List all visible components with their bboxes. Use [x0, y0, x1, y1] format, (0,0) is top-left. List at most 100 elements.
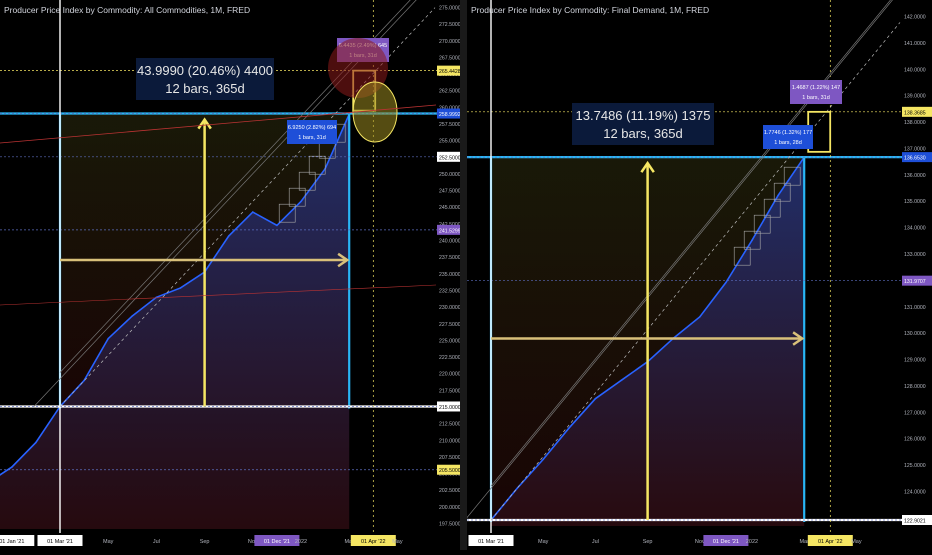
- price-tick-label: 212.5000: [439, 422, 461, 428]
- trend-line-red: [0, 104, 437, 144]
- data-point: [131, 315, 134, 317]
- small-measure-label-line2: 1 bars, 28d: [774, 140, 802, 146]
- price-tick-label: 245.0000: [439, 205, 461, 211]
- time-badge-bg: [350, 535, 396, 546]
- data-point: [568, 426, 571, 429]
- time-badge-bg: [468, 535, 514, 546]
- price-badge-bg: [437, 65, 460, 76]
- price-tick-label: 128.0000: [904, 384, 926, 390]
- left-chart: 43.9990 (20.46%) 4400 12 bars, 365d 6.9250…: [0, 0, 461, 550]
- price-tick-label: 133.0000: [904, 252, 926, 258]
- data-point: [179, 287, 182, 289]
- price-tick-label: 126.0000: [904, 437, 926, 443]
- time-tick-label: Nov: [695, 539, 705, 545]
- price-tick-label: 140.0000: [904, 67, 926, 73]
- right-overlays: 13.7486 (11.19%) 1375 12 bars, 365d 1.7746…: [464, 0, 902, 550]
- price-tick-label: 138.0000: [904, 120, 926, 126]
- price-badge-bg: [902, 515, 932, 525]
- channel-line: [490, 22, 901, 521]
- data-point: [276, 224, 278, 227]
- left-chart-title: Producer Price Index by Commodity: All C…: [4, 5, 250, 15]
- time-tick-label: Jul: [153, 539, 160, 545]
- price-tick-label: 262.5000: [439, 89, 461, 95]
- time-badge-label: 01 Dec '21: [713, 539, 739, 545]
- measure-up-arrow-head: [640, 160, 655, 173]
- time-badge-label: 01 Jan '21: [0, 539, 24, 545]
- trend-line-red-lower: [0, 284, 437, 306]
- small-measure-label-line1: 1.7746 (1.32%) 177: [764, 130, 812, 136]
- data-point: [542, 458, 544, 461]
- price-tick-label: 197.5000: [439, 522, 461, 528]
- data-point: [725, 281, 727, 284]
- time-tick-label: Mar: [799, 539, 809, 545]
- data-point: [751, 239, 753, 242]
- right-chart-title: Producer Price Index by Commodity: Final…: [471, 5, 709, 15]
- price-tick-label: 210.0000: [439, 438, 461, 444]
- time-tick-label: May: [103, 539, 114, 545]
- time-tick-label: Sep: [200, 539, 210, 545]
- small-measure-label-line2: 1 bars, 31d: [298, 135, 326, 141]
- small-measure-label-bg: [763, 125, 813, 149]
- measure-label-bg: [136, 58, 274, 100]
- left-time-axis: 01 Jan '21 01 Mar '21 May Jul Sep Nov 01 Dec '…: [0, 533, 460, 550]
- data-point: [11, 466, 13, 468]
- measure-label-bg: [572, 103, 714, 145]
- channel-line: [464, 0, 893, 521]
- area-line: [0, 113, 350, 476]
- measure-label-line2: 12 bars, 365d: [165, 81, 245, 96]
- measure-label-line1: 13.7486 (11.19%) 1375: [576, 108, 711, 123]
- data-point: [83, 379, 85, 382]
- price-tick-label: 129.0000: [904, 358, 926, 364]
- data-point: [300, 200, 302, 203]
- top-measure-label-line1: 1.4687 (1.22%) 147: [792, 85, 840, 91]
- price-tick-label: 142.0000: [904, 15, 926, 21]
- price-tick-label: 220.0000: [439, 372, 461, 378]
- small-measure-label-line1: 6.9250 (2.82%) 694: [288, 125, 336, 131]
- price-tick-label: 247.5000: [439, 189, 461, 195]
- price-tick-label: 124.0000: [904, 490, 926, 496]
- price-badge-bg: [902, 275, 932, 286]
- price-badge-label: 215.0000: [439, 405, 461, 411]
- price-badge-label: 136.6530: [904, 156, 926, 162]
- step-box: [783, 166, 801, 186]
- price-badge-label: 122.9021: [904, 519, 926, 525]
- price-badge-label: 241.5299: [439, 228, 461, 234]
- time-tick-label: 2022: [746, 539, 758, 545]
- price-badge-bg: [902, 106, 932, 117]
- step-box: [733, 246, 751, 266]
- left-price-axis: 197.5000200.0000202.5000205.0000207.5000…: [437, 0, 461, 550]
- price-tick-label: 267.5000: [439, 55, 461, 61]
- price-tick-label: 125.0000: [904, 463, 926, 469]
- price-tick-label: 232.5000: [439, 288, 461, 294]
- step-box: [743, 230, 761, 250]
- price-axis-bg: [902, 0, 932, 550]
- time-badge-bg: [254, 535, 300, 546]
- price-tick-label: 227.5000: [439, 322, 461, 328]
- time-badge-bg: [807, 535, 853, 546]
- data-point: [227, 235, 230, 237]
- time-badge-bg: [703, 535, 749, 546]
- time-tick-label: Sep: [643, 539, 653, 545]
- price-tick-label: 235.0000: [439, 272, 461, 278]
- time-tick-label: Mar: [344, 539, 354, 545]
- step-box: [278, 203, 296, 223]
- step-box: [763, 198, 781, 218]
- price-tick-label: 139.0000: [904, 94, 926, 100]
- price-badge-label: 205.5000: [439, 468, 461, 474]
- price-badge-label: 138.3685: [904, 110, 926, 116]
- price-badge-label: 252.5000: [439, 155, 461, 161]
- time-badge-label: 01 Apr '22: [818, 539, 843, 545]
- price-tick-label: 134.0000: [904, 226, 926, 232]
- price-tick-label: 207.5000: [439, 455, 461, 461]
- price-tick-label: 272.5000: [439, 22, 461, 28]
- price-badge-bg: [437, 224, 460, 235]
- price-tick-label: 222.5000: [439, 355, 461, 361]
- price-badge-bg: [437, 108, 460, 119]
- price-tick-label: 131.0000: [904, 305, 926, 311]
- price-badge-label: 265.4428: [439, 69, 461, 75]
- step-box: [773, 182, 791, 202]
- price-tick-label: 202.5000: [439, 488, 461, 494]
- price-tick-label: 136.0000: [904, 173, 926, 179]
